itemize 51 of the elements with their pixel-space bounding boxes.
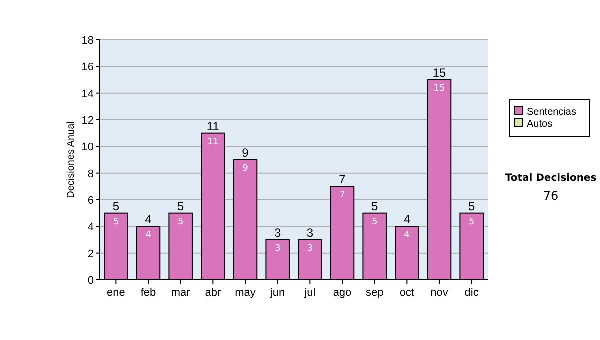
- data-label: 5: [113, 217, 120, 228]
- data-label: 7: [340, 190, 346, 201]
- total-label: 7: [339, 172, 346, 187]
- legend-label: Autos: [527, 119, 553, 130]
- total-label: 15: [432, 66, 446, 80]
- x-tick-label: sep: [366, 287, 384, 299]
- data-label: 3: [307, 244, 314, 254]
- x-tick-label: nov: [430, 287, 449, 299]
- text: 76: [543, 189, 559, 203]
- y-tick-label: 18: [82, 35, 94, 47]
- y-tick-label: 10: [82, 142, 94, 154]
- data-label: 3: [274, 244, 281, 254]
- data-label: 5: [468, 217, 475, 228]
- total-label: 4: [145, 212, 152, 227]
- data-label: 5: [372, 217, 378, 228]
- y-tick-label: 2: [88, 248, 94, 260]
- x-tick-label: dic: [464, 287, 480, 299]
- legend-label: Sentencias: [527, 107, 576, 118]
- total-label: 5: [468, 199, 476, 214]
- data-label: 4: [146, 230, 152, 241]
- x-tick-label: jul: [304, 287, 316, 299]
- x-tick-label: abr: [205, 287, 222, 299]
- x-tick-label: ene: [106, 287, 126, 299]
- y-tick-label: 16: [82, 62, 94, 74]
- data-label: 9: [242, 164, 249, 174]
- total-label: 3: [306, 226, 314, 240]
- total-label: 5: [112, 199, 120, 214]
- data-label: 4: [404, 230, 410, 241]
- total-label: 5: [177, 199, 184, 214]
- y-tick-label: 4: [88, 222, 94, 234]
- y-tick-label: 8: [88, 168, 94, 180]
- data-label: 15: [434, 84, 446, 94]
- y-tick-label: 14: [82, 88, 94, 100]
- x-tick-label: oct: [400, 287, 415, 299]
- y-tick-label: 0: [88, 275, 94, 287]
- total-label: 5: [371, 199, 378, 214]
- data-label: 5: [178, 217, 184, 228]
- x-tick-label: ago: [333, 287, 352, 299]
- x-tick-label: may: [235, 287, 256, 299]
- x-tick-label: feb: [140, 287, 156, 299]
- x-tick-label: jun: [269, 287, 286, 299]
- data-label: 11: [207, 137, 219, 148]
- x-tick-label: mar: [171, 287, 191, 299]
- y-tick-label: 6: [88, 195, 94, 207]
- total-label: 9: [242, 146, 250, 160]
- total-label: 11: [206, 119, 220, 134]
- total-label: 3: [274, 226, 282, 240]
- total-label: 4: [404, 212, 411, 227]
- text: Total Decisiones: [505, 173, 597, 184]
- y-tick-label: 12: [82, 115, 94, 127]
- y-axis-title: Decisiones Anual: [66, 122, 77, 198]
